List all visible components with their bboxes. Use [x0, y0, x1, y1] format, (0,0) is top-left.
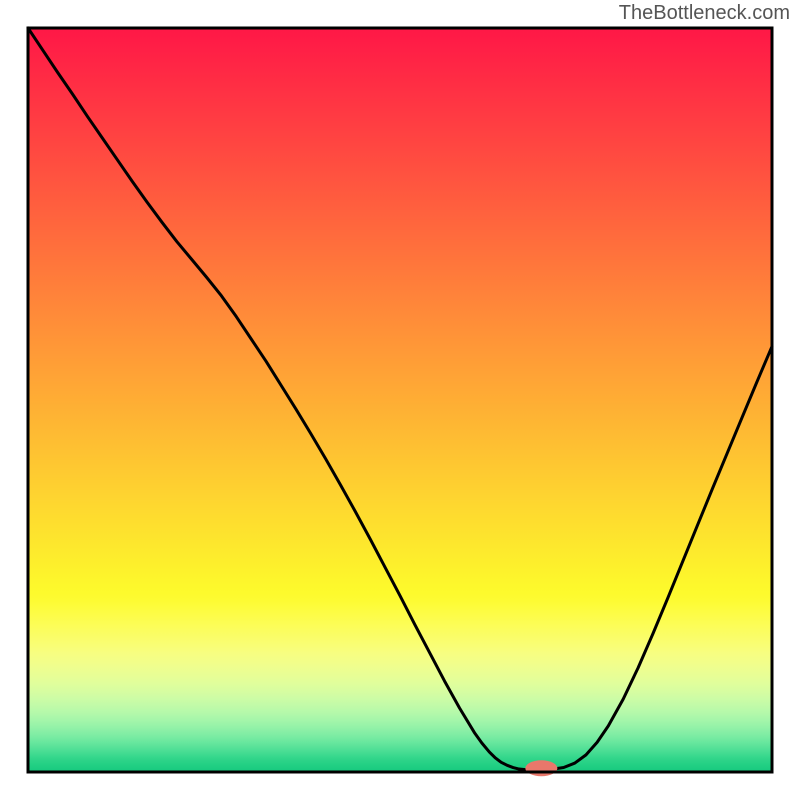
gradient-background — [28, 28, 772, 772]
optimal-marker — [525, 760, 557, 776]
watermark-text: TheBottleneck.com — [619, 2, 790, 25]
bottleneck-chart: TheBottleneck.com — [0, 0, 800, 800]
chart-svg — [0, 0, 800, 800]
